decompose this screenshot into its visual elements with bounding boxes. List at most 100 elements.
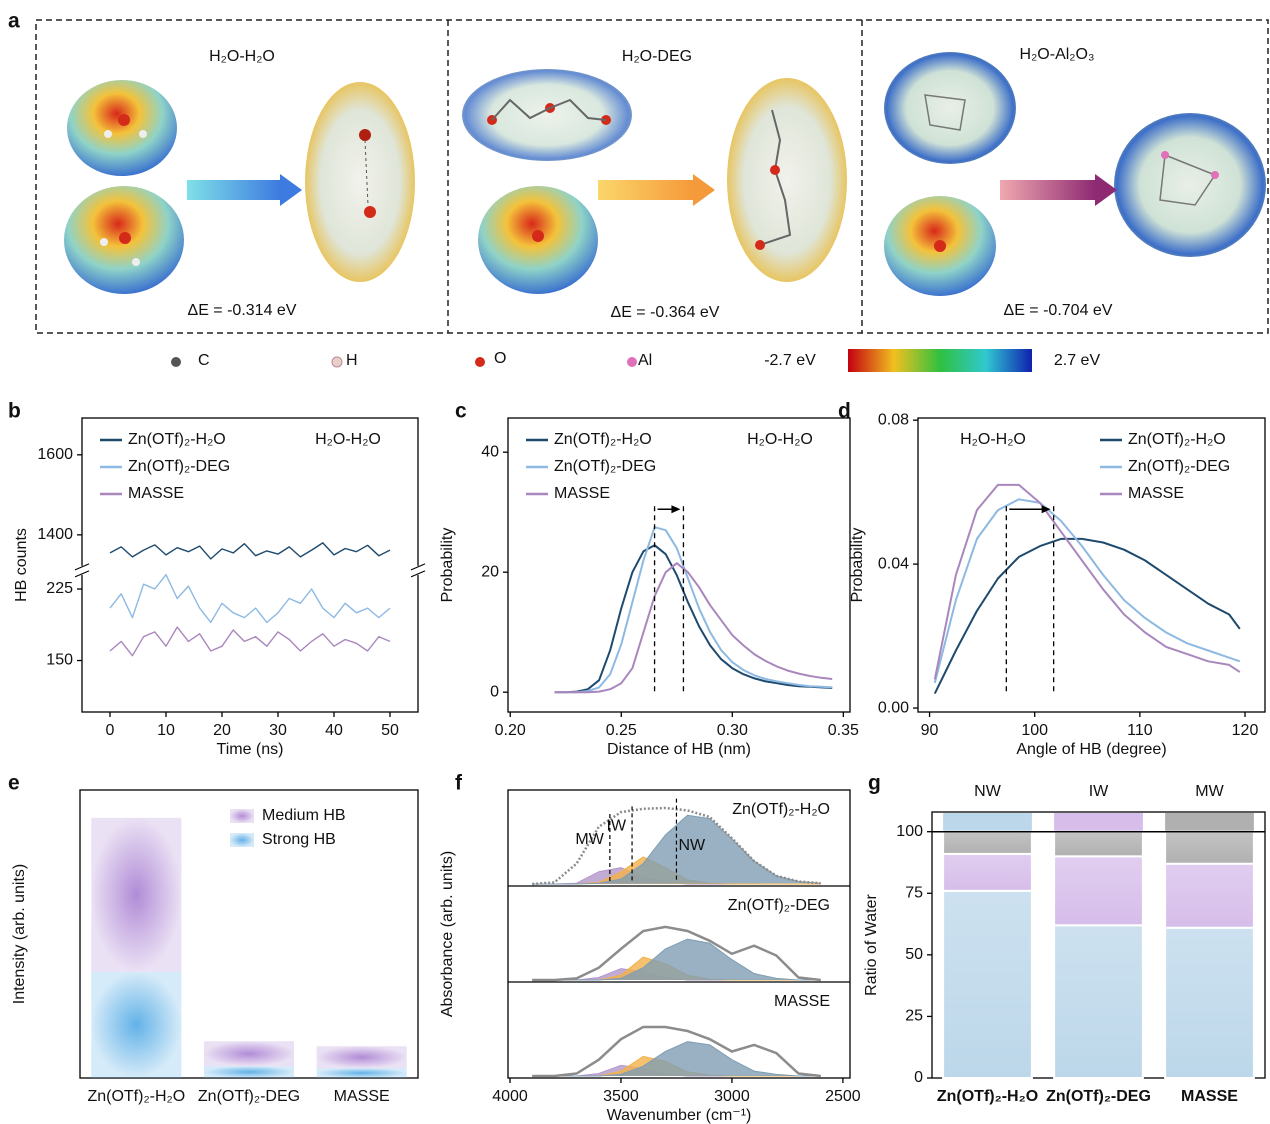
arrow-body <box>598 180 693 200</box>
section-title: H₂O-H₂O <box>209 48 275 65</box>
atom-label: Al <box>638 352 652 369</box>
legend-label: Zn(OTf)₂-H₂O <box>554 431 652 448</box>
panel-a: a H₂O-H₂O H₂O-DEG H₂O-Al₂O₃ ΔE = -0.314 … <box>8 10 1269 372</box>
x-tick-label: 0.35 <box>828 722 859 739</box>
category-label: Zn(OTf)₂-DEG <box>198 1088 300 1105</box>
x-axis-label: Distance of HB (nm) <box>607 741 751 758</box>
bar-segment <box>942 852 1033 892</box>
y-axis-label: Absorbance (arb. units) <box>439 851 456 1017</box>
atom <box>359 129 371 141</box>
atom <box>364 206 376 218</box>
legend-swatch <box>230 809 254 823</box>
bar-segment <box>1053 924 1144 1080</box>
subplot-title: MASSE <box>774 993 830 1010</box>
molecules <box>64 52 1266 296</box>
legend-label: Zn(OTf)₂-H₂O <box>128 431 226 448</box>
series-line <box>109 574 391 624</box>
y-axis-label: Probability <box>439 528 456 603</box>
y-axis-label: Ratio of Water <box>863 894 880 996</box>
x-tick-label: 90 <box>921 722 939 739</box>
plot-frame <box>81 417 419 713</box>
envelope-line <box>532 925 821 982</box>
component-area <box>532 1041 821 1077</box>
y-tick-label: 1600 <box>37 446 73 463</box>
atom <box>1161 151 1169 159</box>
atom-swatch <box>475 357 485 367</box>
y-tick-label: 20 <box>481 563 499 580</box>
legend-label: MW <box>1195 783 1224 800</box>
bar-segment <box>1053 855 1144 927</box>
atom-legend: C H O Al -2.7 eV 2.7 eV <box>171 349 1100 372</box>
x-tick-label: 20 <box>213 722 231 739</box>
atom-label: O <box>494 350 506 367</box>
y-tick-label: 50 <box>905 946 923 963</box>
shift-arrow-head <box>671 505 681 514</box>
legend-label: MASSE <box>128 485 184 502</box>
bar-segment <box>91 971 182 1078</box>
atom-label: H <box>346 352 358 369</box>
legend-label: Zn(OTf)₂-H₂O <box>1128 431 1226 448</box>
atom <box>1211 171 1219 179</box>
esp-surface <box>1114 113 1266 257</box>
x-tick-label: 10 <box>157 722 175 739</box>
x-tick-label: 40 <box>325 722 343 739</box>
y-tick-label: 225 <box>46 580 73 597</box>
bar-segment <box>1053 830 1144 858</box>
legend-label: Medium HB <box>262 807 346 824</box>
annotation: H₂O-H₂O <box>315 431 381 448</box>
x-tick-label: 100 <box>1021 722 1048 739</box>
y-tick-label: 40 <box>481 443 499 460</box>
panel-letter: f <box>455 772 463 795</box>
subplot-title: Zn(OTf)₂-H₂O <box>732 801 830 818</box>
x-tick-label: 110 <box>1127 722 1153 739</box>
x-tick-label: 3500 <box>603 1088 639 1105</box>
atom-swatch <box>627 357 637 367</box>
annotation: H₂O-H₂O <box>747 431 813 448</box>
category-label: MASSE <box>1181 1088 1238 1105</box>
y-tick-label: 0.04 <box>878 555 909 572</box>
hydrogen-bond <box>364 139 369 206</box>
bar-segment <box>1164 926 1255 1080</box>
series-line <box>933 537 1241 695</box>
x-axis-label: Wavenumber (cm⁻¹) <box>607 1107 752 1124</box>
x-tick-label: 120 <box>1232 722 1259 739</box>
plot-frame <box>917 417 1266 713</box>
esp-surface <box>305 82 415 282</box>
arrow-head <box>693 174 715 206</box>
y-tick-label: 75 <box>905 884 923 901</box>
category-label: Zn(OTf)₂-DEG <box>1046 1088 1151 1105</box>
y-tick-label: 0.00 <box>878 699 909 716</box>
section-title: H₂O-Al₂O₃ <box>1020 46 1095 63</box>
panel-letter: c <box>455 400 467 423</box>
axis-break <box>75 565 89 575</box>
bar-segment <box>942 830 1033 855</box>
legend-label: Zn(OTf)₂-DEG <box>128 458 230 475</box>
atom <box>934 240 946 252</box>
atom <box>770 165 780 175</box>
legend-swatch <box>230 833 254 847</box>
panel-letter: a <box>8 10 20 33</box>
x-tick-label: 4000 <box>492 1088 528 1105</box>
x-axis-label: Time (ns) <box>217 741 284 758</box>
arrow-head <box>1095 174 1117 206</box>
series-line <box>554 544 833 694</box>
x-tick-label: 50 <box>381 722 399 739</box>
binding-energy: ΔE = -0.364 eV <box>611 304 720 321</box>
binding-energy: ΔE = -0.704 eV <box>1004 302 1113 319</box>
atom <box>118 114 130 126</box>
y-tick-label: 0 <box>914 1069 923 1086</box>
axis-break <box>410 563 426 571</box>
x-tick-label: 30 <box>269 722 287 739</box>
axis-break <box>410 570 426 578</box>
envelope-line <box>532 1025 821 1078</box>
bond <box>924 94 966 131</box>
component-label: IW <box>607 818 627 835</box>
x-tick-label: 3000 <box>714 1088 750 1105</box>
subplot-title: Zn(OTf)₂-DEG <box>728 897 830 914</box>
bar-segment <box>942 889 1033 1079</box>
y-tick-label: 0.08 <box>878 411 909 428</box>
component-label: MW <box>575 831 604 848</box>
atom-swatch <box>331 356 343 368</box>
legend-label: MASSE <box>1128 485 1184 502</box>
